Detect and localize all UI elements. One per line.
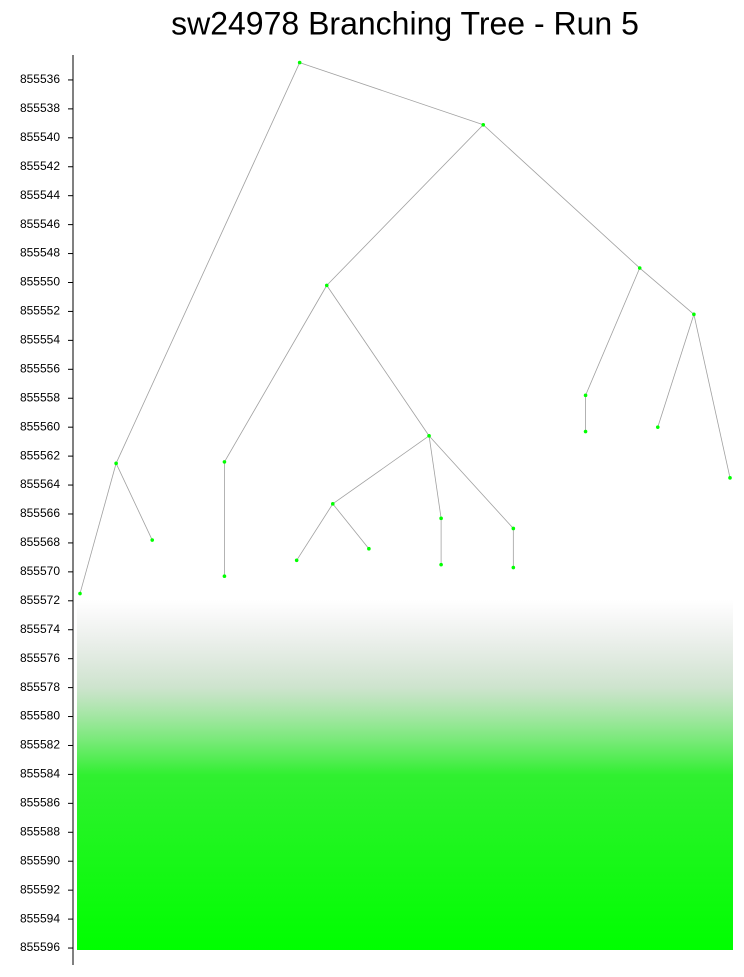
tree-node — [294, 558, 299, 563]
tree-node — [583, 393, 588, 398]
tree-node — [324, 283, 329, 288]
tree-edge — [326, 285, 430, 437]
tree-node — [481, 122, 486, 127]
y-tick-label: 855572 — [20, 593, 60, 607]
y-tick-label: 855584 — [20, 767, 60, 781]
tree-edge — [482, 124, 640, 269]
y-tick-label: 855542 — [20, 159, 60, 173]
y-tick-label: 855574 — [20, 622, 60, 636]
y-tick-label: 855536 — [20, 72, 60, 86]
tree-node — [637, 266, 642, 270]
tree-node — [511, 526, 516, 531]
tree-edge — [299, 62, 484, 126]
y-tick-label: 855566 — [20, 506, 60, 520]
nodes — [78, 60, 732, 596]
y-tick-label: 855546 — [20, 217, 60, 231]
tree-node — [114, 461, 118, 466]
tree-edge — [693, 314, 731, 478]
tree-node — [655, 425, 660, 429]
y-tick-label: 855554 — [20, 333, 60, 347]
edges — [79, 62, 731, 594]
y-tick-label: 855590 — [20, 853, 60, 867]
tree-node — [692, 312, 696, 317]
y-tick-label: 855544 — [20, 188, 60, 202]
tree-edge — [585, 267, 641, 396]
plot — [78, 60, 732, 596]
y-tick-label: 855538 — [20, 101, 60, 115]
y-tick-label: 855580 — [20, 709, 60, 723]
y-tick-label: 855596 — [20, 940, 60, 954]
tree-edge — [224, 285, 328, 463]
tree-node — [297, 60, 302, 65]
y-tick-label: 855560 — [20, 419, 60, 433]
tree-node — [439, 516, 443, 521]
y-tick-label: 855594 — [20, 911, 60, 925]
tree-node — [222, 460, 227, 464]
y-tick-label: 855550 — [20, 275, 60, 289]
y-tick-label: 855540 — [20, 130, 60, 144]
tree-edge — [79, 463, 117, 594]
tree-edge — [115, 463, 153, 541]
tree-node — [150, 538, 155, 542]
chart-title: sw24978 Branching Tree - Run 5 — [171, 5, 639, 41]
tree-edge — [428, 435, 442, 519]
tree-node — [583, 429, 588, 434]
tree-node — [367, 546, 371, 551]
y-tick-label: 855558 — [20, 390, 60, 404]
tree-edge — [639, 267, 695, 315]
y-tick-label: 855586 — [20, 796, 60, 810]
tree-edge — [332, 435, 430, 505]
tree-edge — [657, 314, 695, 428]
tree-node — [330, 502, 335, 506]
y-tick-label: 855552 — [20, 304, 60, 318]
tree-edge — [115, 62, 301, 464]
tree-edge — [332, 503, 370, 549]
tree-edge — [428, 435, 514, 529]
y-tick-label: 855582 — [20, 738, 60, 752]
tree-edge — [296, 503, 334, 561]
tree-node — [222, 574, 227, 578]
y-tick-label: 855588 — [20, 824, 60, 838]
tree-node — [78, 591, 82, 596]
dense-node-mass — [77, 600, 733, 950]
tree-node — [439, 562, 443, 567]
y-tick-label: 855556 — [20, 361, 60, 375]
y-tick-label: 855562 — [20, 448, 60, 462]
tree-edge — [326, 124, 484, 286]
tree-node — [728, 476, 732, 480]
y-tick-label: 855564 — [20, 477, 60, 491]
y-tick-label: 855568 — [20, 535, 60, 549]
y-tick-label: 855570 — [20, 564, 60, 578]
tree-node — [511, 565, 516, 570]
y-tick-label: 855576 — [20, 651, 60, 665]
y-tick-label: 855592 — [20, 882, 60, 896]
y-tick-label: 855548 — [20, 246, 60, 260]
y-tick-label: 855578 — [20, 680, 60, 694]
tree-node — [427, 434, 431, 438]
